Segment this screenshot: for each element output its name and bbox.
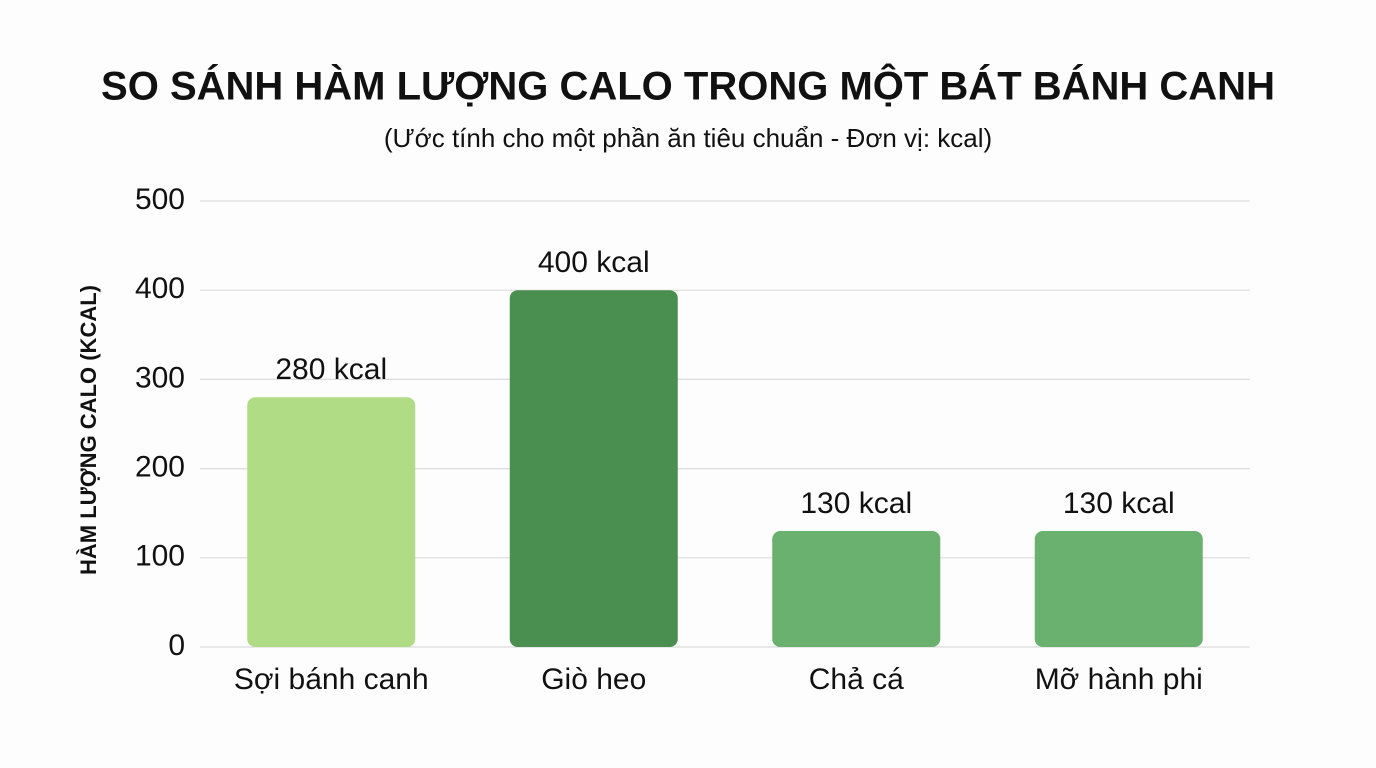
x-tick-label: Chả cá: [809, 663, 904, 696]
y-tick-label: 400: [135, 272, 185, 305]
value-label: 400 kcal: [538, 246, 650, 279]
value-label: 280 kcal: [275, 353, 387, 386]
y-tick-label: 500: [135, 183, 185, 216]
y-tick-label: 0: [168, 629, 185, 662]
bar: [509, 290, 678, 647]
y-tick-label: 200: [135, 451, 185, 484]
bar: [772, 531, 941, 647]
bar: [1034, 531, 1203, 647]
chart-title: SO SÁNH HÀM LƯỢNG CALO TRONG MỘT BÁT BÁN…: [101, 63, 1275, 109]
value-label: 130 kcal: [1063, 487, 1175, 520]
y-tick-label: 100: [135, 540, 185, 573]
chart-subtitle: (Ước tính cho một phần ăn tiêu chuẩn - Đ…: [384, 123, 992, 153]
bar: [247, 397, 416, 647]
x-tick-label: Mỡ hành phi: [1035, 663, 1203, 696]
x-tick-label: Giò heo: [541, 663, 646, 696]
y-tick-label: 300: [135, 361, 185, 394]
x-tick-label: Sợi bánh canh: [234, 663, 429, 696]
value-label: 130 kcal: [800, 487, 912, 520]
y-axis-label: HÀM LƯỢNG CALO (KCAL): [76, 285, 101, 575]
